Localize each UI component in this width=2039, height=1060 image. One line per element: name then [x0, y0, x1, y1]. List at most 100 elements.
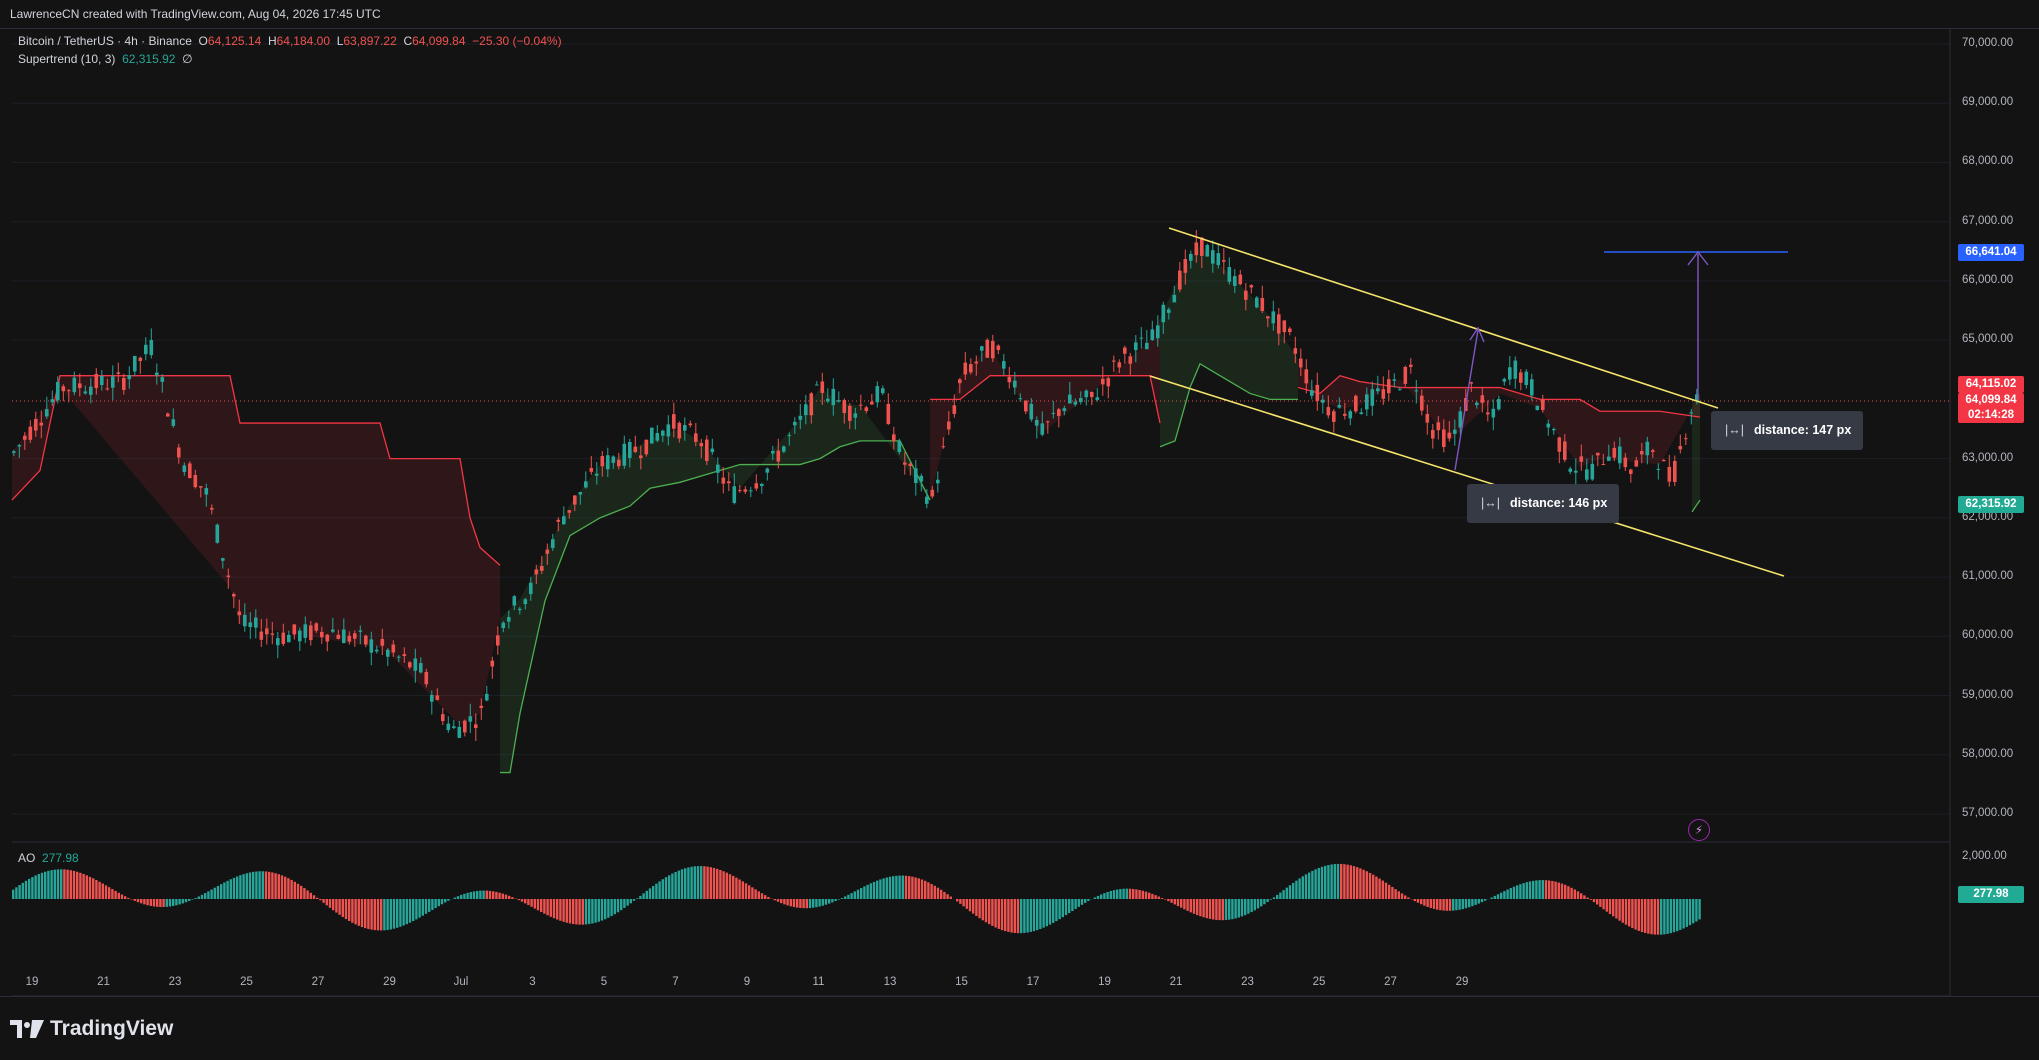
ao-bar	[262, 871, 264, 899]
ao-bar	[1321, 867, 1323, 899]
ao-bar	[975, 899, 977, 916]
ao-bar	[70, 870, 72, 899]
ao-bar	[895, 876, 897, 899]
candle-body	[100, 376, 104, 385]
ao-bar	[1538, 880, 1540, 899]
symbol-name[interactable]: Bitcoin / TetherUS · 4h · Binance	[18, 34, 192, 48]
ao-bar	[678, 871, 680, 899]
ao-bar	[201, 895, 203, 899]
candle-body	[491, 661, 495, 667]
ao-bar	[1324, 866, 1326, 899]
ao-bar	[562, 899, 564, 922]
ao-bar	[1074, 899, 1076, 909]
candle-body	[144, 345, 148, 354]
ao-bar	[793, 899, 795, 907]
candle-body	[1041, 423, 1045, 434]
candle-body	[1508, 367, 1512, 379]
candle-body	[848, 406, 852, 421]
flash-alert-icon[interactable]: ⚡	[1688, 819, 1710, 841]
ao-bar	[98, 882, 100, 899]
ao-bar	[681, 869, 683, 899]
candle-body	[249, 622, 253, 627]
candle-body	[1503, 379, 1507, 382]
ao-value: 277.98	[42, 851, 79, 865]
ao-legend[interactable]: AO 277.98	[18, 851, 79, 865]
candle-body	[711, 449, 715, 453]
ao-bar	[537, 899, 539, 910]
ao-bar	[866, 885, 868, 899]
candle-body	[722, 478, 726, 484]
candle-body	[892, 434, 896, 441]
ao-bar	[1110, 891, 1112, 899]
candle-body	[1156, 325, 1160, 338]
candle-body	[1118, 362, 1122, 367]
distance-tooltip-upper[interactable]: |↔|distance: 147 px	[1711, 411, 1863, 450]
candle-body	[909, 464, 913, 466]
candle-body	[936, 480, 940, 484]
ao-bar	[1561, 884, 1563, 899]
supertrend-label[interactable]: Supertrend (10, 3)	[18, 52, 115, 66]
ao-bar	[902, 876, 904, 899]
ao-bar	[1654, 899, 1656, 935]
ao-bar	[1170, 899, 1172, 903]
ao-bar	[73, 871, 75, 899]
candle-body	[326, 635, 330, 642]
close-label: C	[403, 34, 412, 48]
supertrend-line	[500, 441, 930, 773]
symbol-legend[interactable]: Bitcoin / TetherUS · 4h · Binance O64,12…	[18, 34, 562, 48]
ruler-icon: |↔|	[1725, 423, 1744, 437]
ao-bar	[959, 899, 961, 904]
ao-bar	[508, 896, 510, 899]
ao-bar	[1257, 899, 1259, 908]
candle-body	[1277, 314, 1281, 333]
candle-body	[876, 386, 880, 402]
ao-bar	[118, 893, 120, 899]
ao-bar	[1202, 899, 1204, 917]
candle-body	[1646, 442, 1650, 455]
candle-body	[1145, 343, 1149, 349]
ao-bar	[1132, 889, 1134, 899]
ao-bar	[1676, 899, 1678, 931]
ao-bar	[1276, 895, 1278, 899]
ao-bar	[713, 868, 715, 899]
candle-body	[34, 419, 38, 431]
ao-bar	[962, 899, 964, 906]
ao-bar	[604, 899, 606, 919]
ao-label[interactable]: AO	[18, 851, 35, 865]
ao-bar	[841, 898, 843, 899]
ao-bar	[783, 899, 785, 904]
candle-body	[958, 379, 962, 383]
ao-bar	[652, 886, 654, 899]
ao-bar	[178, 899, 180, 904]
distance-tooltip-lower[interactable]: |↔|distance: 146 px	[1467, 484, 1619, 523]
ao-bar	[434, 899, 436, 908]
ao-bar	[495, 892, 497, 899]
candle-body	[1035, 420, 1039, 426]
ao-bar	[1289, 885, 1291, 899]
candle-body	[975, 362, 979, 364]
ao-bar	[1122, 889, 1124, 899]
candle-body	[782, 446, 786, 451]
ao-bar	[1474, 899, 1476, 905]
ao-bar	[297, 884, 299, 899]
candle-body	[51, 399, 55, 402]
ao-bar	[1218, 899, 1220, 920]
ao-bar	[617, 899, 619, 912]
supertrend-legend[interactable]: Supertrend (10, 3) 62,315.92 ∅	[18, 52, 193, 66]
ao-bar	[729, 874, 731, 899]
candle-body	[562, 516, 566, 524]
ao-bar	[1004, 899, 1006, 931]
candle-body	[1497, 399, 1501, 409]
ao-bar	[569, 899, 571, 923]
candle-body	[683, 425, 687, 431]
candle-body	[304, 624, 308, 638]
ao-bar	[486, 891, 488, 899]
candle-body	[661, 431, 665, 436]
tradingview-logo[interactable]: TradingView	[10, 1017, 173, 1041]
supertrend-area	[1298, 359, 1700, 467]
candle-body	[700, 443, 704, 446]
ao-bar	[1330, 864, 1332, 899]
ao-bar	[1206, 899, 1208, 918]
candle-body	[1547, 424, 1551, 428]
